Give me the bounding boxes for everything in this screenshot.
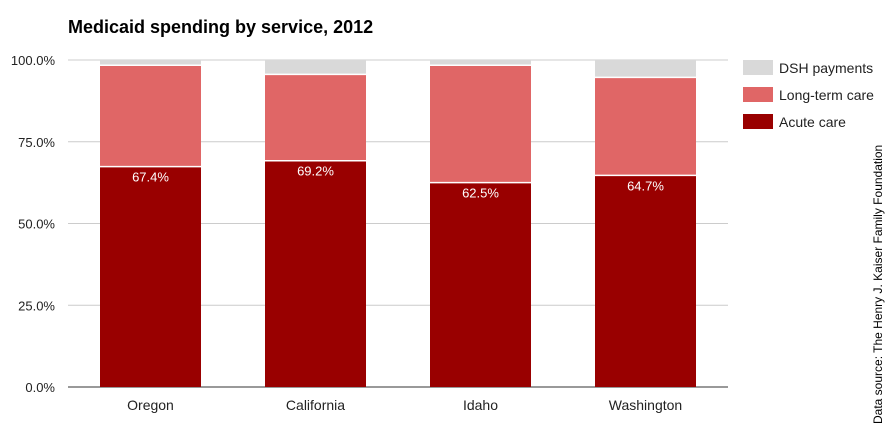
bar-long-term-care-idaho: [430, 65, 531, 183]
bar-long-term-care-washington: [595, 77, 696, 176]
y-tick-label: 75.0%: [18, 135, 55, 150]
data-label: 62.5%: [462, 186, 499, 201]
x-tick-label: Washington: [609, 397, 682, 413]
y-tick-label: 25.0%: [18, 298, 55, 313]
y-tick-label: 50.0%: [18, 217, 55, 232]
chart-title: Medicaid spending by service, 2012: [68, 17, 373, 37]
legend-label: DSH payments: [779, 60, 873, 76]
source-note: Data source: The Henry J. Kaiser Family …: [871, 145, 885, 424]
bar-dsh-payments-idaho: [430, 60, 531, 66]
bar-dsh-payments-oregon: [100, 60, 201, 66]
x-tick-label: Idaho: [463, 397, 498, 413]
data-label: 67.4%: [132, 170, 169, 185]
legend-label: Acute care: [779, 114, 846, 130]
legend-swatch: [743, 60, 773, 75]
bar-acute-care-idaho: [430, 182, 531, 387]
bar-acute-care-california: [265, 160, 366, 387]
x-tick-label: Oregon: [127, 397, 174, 413]
bar-long-term-care-oregon: [100, 65, 201, 167]
bar-long-term-care-california: [265, 74, 366, 161]
legend-label: Long-term care: [779, 87, 874, 103]
legend-swatch: [743, 87, 773, 102]
data-label: 69.2%: [297, 164, 334, 179]
y-tick-label: 100.0%: [11, 53, 56, 68]
bar-acute-care-oregon: [100, 166, 201, 387]
y-tick-label: 0.0%: [25, 380, 55, 395]
x-tick-label: California: [286, 397, 345, 413]
legend-swatch: [743, 114, 773, 129]
bar-acute-care-washington: [595, 175, 696, 387]
bar-dsh-payments-california: [265, 60, 366, 75]
bar-dsh-payments-washington: [595, 60, 696, 78]
data-label: 64.7%: [627, 178, 664, 193]
